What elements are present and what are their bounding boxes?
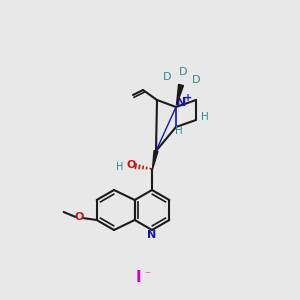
Text: O: O	[126, 160, 136, 170]
Text: H: H	[201, 112, 209, 122]
Text: O: O	[75, 212, 84, 222]
Text: N: N	[147, 230, 157, 240]
Text: +: +	[184, 93, 192, 103]
Text: D: D	[179, 67, 187, 77]
Polygon shape	[176, 84, 183, 105]
Text: H: H	[116, 162, 124, 172]
Polygon shape	[152, 151, 158, 169]
Text: N: N	[176, 97, 186, 110]
Text: I: I	[135, 271, 141, 286]
Text: ⁻: ⁻	[144, 270, 150, 280]
Text: D: D	[192, 75, 200, 85]
Text: H: H	[175, 126, 183, 136]
Text: D: D	[163, 72, 171, 82]
